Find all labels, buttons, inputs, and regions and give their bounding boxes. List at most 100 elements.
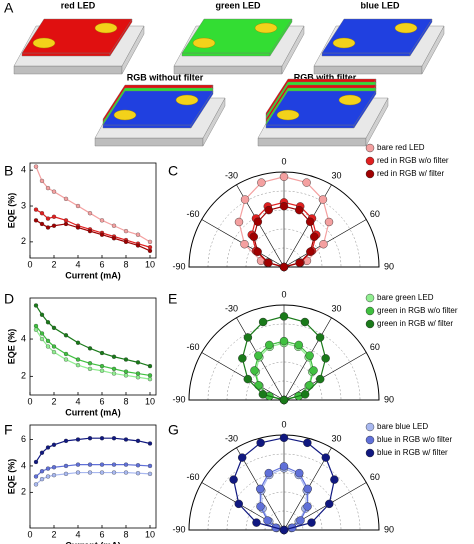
device-label: green LED [215,0,261,10]
data-point [303,484,312,494]
data-point [33,482,39,487]
x-tick-label: 6 [99,396,104,406]
x-axis-label: Current (mA) [65,270,121,280]
contact-pad [113,109,137,121]
data-point [147,239,153,245]
radial-grid [245,491,323,531]
contact-pad [192,37,216,49]
data-point [296,516,305,525]
angle-label: 60 [370,472,380,482]
angle-label: 0 [281,419,286,429]
legend-label: red in RGB w/ filter [377,169,444,178]
x-tick-label: 0 [27,529,32,539]
data-point [123,437,129,442]
angle-label: -30 [225,433,238,443]
data-point [87,346,93,351]
y-tick-label: 6 [21,434,26,444]
data-point [305,217,315,226]
data-point [51,325,57,330]
data-point [321,354,330,363]
radial-grid [245,228,323,268]
data-point [51,214,57,219]
data-point [33,459,39,465]
data-point [264,205,273,215]
x-tick-label: 10 [145,529,155,539]
data-point [257,178,266,187]
data-point [306,247,315,257]
data-point [135,371,141,376]
y-tick-label: 4 [21,460,26,470]
data-point [238,354,247,363]
x-tick-label: 0 [27,259,32,269]
data-point [310,232,319,241]
contact-pad [94,22,118,34]
data-point [330,475,339,484]
legend-label: blue in RGB w/o filter [377,435,452,444]
y-tick-label: 4 [21,333,26,343]
data-point [147,373,153,378]
data-point [111,436,117,441]
x-tick-label: 4 [75,396,80,406]
data-point [39,450,45,455]
data-point [307,518,316,527]
data-point [295,468,304,478]
panel-label: C [168,163,178,179]
data-point [253,247,262,257]
data-point [111,470,117,475]
data-point [99,232,105,237]
data-point [63,357,69,362]
data-point [51,442,57,447]
slab-front [181,52,271,57]
legend-label: bare green LED [377,293,434,302]
data-point [300,317,310,327]
data-point [39,178,45,184]
x-tick-label: 2 [51,259,56,269]
data-point [75,225,81,230]
data-point [263,516,272,525]
data-point [325,499,334,509]
data-point [99,350,105,356]
data-point [111,236,117,241]
data-point [45,185,51,191]
y-tick-label: 2 [21,371,26,381]
data-point [135,375,141,380]
data-point [45,225,51,230]
angle-label: 60 [370,342,380,352]
slab-front [102,124,192,129]
data-point [243,333,253,342]
data-point [75,203,81,209]
data-point [39,476,45,482]
data-point [111,366,117,372]
y-tick-label: 4 [21,165,26,175]
data-point [99,363,105,369]
angle-label: 30 [331,170,341,180]
legend-label: blue in RGB w/ filter [377,448,448,457]
legend-label: green in RGB w/ filter [377,319,453,328]
data-point [99,218,105,223]
panel-label: G [168,422,179,438]
panel-label: D [4,291,14,307]
data-point [237,453,247,462]
data-point [302,178,311,187]
contact-pad [332,37,356,49]
x-tick-label: 6 [99,259,104,269]
x-tick-label: 8 [123,259,128,269]
y-tick-label: 2 [21,487,26,497]
x-tick-label: 10 [145,259,155,269]
data-point [33,218,39,223]
data-point [45,474,51,479]
data-point [279,525,289,535]
data-point [63,196,69,201]
data-point [324,217,334,227]
legend-marker [365,156,375,166]
data-point [51,344,57,349]
angle-label: -60 [187,342,200,352]
data-point [87,211,93,216]
data-point [111,354,117,359]
slab-front [94,137,204,147]
angle-label: 90 [384,524,394,534]
data-point [51,473,57,478]
data-point [135,232,141,237]
plot-frame [29,297,157,396]
angle-label: 30 [331,303,341,313]
